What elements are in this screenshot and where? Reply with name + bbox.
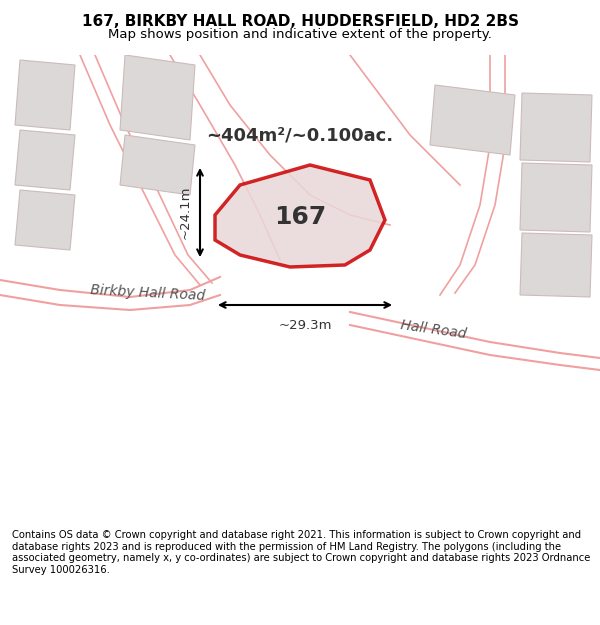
Polygon shape: [15, 130, 75, 190]
Text: 167: 167: [274, 205, 326, 229]
Polygon shape: [15, 190, 75, 250]
Polygon shape: [120, 55, 195, 140]
Polygon shape: [430, 85, 515, 155]
Text: Birkby Hall Road: Birkby Hall Road: [90, 283, 205, 303]
Polygon shape: [120, 135, 195, 195]
Polygon shape: [215, 165, 385, 267]
Text: ~404m²/~0.100ac.: ~404m²/~0.100ac.: [206, 126, 394, 144]
Polygon shape: [15, 60, 75, 130]
Text: 167, BIRKBY HALL ROAD, HUDDERSFIELD, HD2 2BS: 167, BIRKBY HALL ROAD, HUDDERSFIELD, HD2…: [82, 14, 518, 29]
Polygon shape: [520, 163, 592, 232]
Polygon shape: [520, 93, 592, 162]
Polygon shape: [520, 233, 592, 297]
Text: ~24.1m: ~24.1m: [179, 186, 192, 239]
Text: Contains OS data © Crown copyright and database right 2021. This information is : Contains OS data © Crown copyright and d…: [12, 530, 590, 575]
Text: Hall Road: Hall Road: [400, 319, 467, 341]
Text: Map shows position and indicative extent of the property.: Map shows position and indicative extent…: [108, 28, 492, 41]
Text: ~29.3m: ~29.3m: [278, 319, 332, 332]
